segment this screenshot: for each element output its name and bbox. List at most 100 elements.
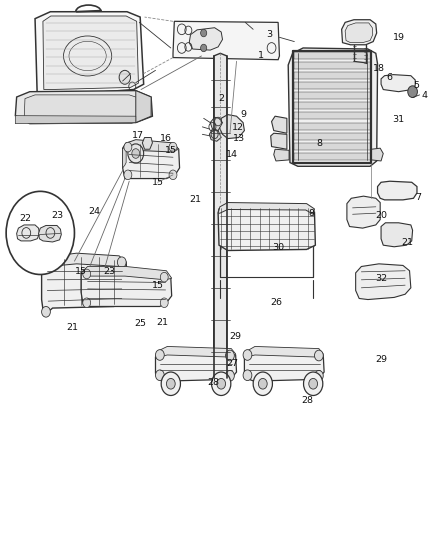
- Polygon shape: [125, 140, 179, 152]
- Text: 24: 24: [88, 207, 100, 216]
- Circle shape: [128, 144, 144, 163]
- Polygon shape: [219, 115, 244, 139]
- Text: 5: 5: [413, 81, 419, 90]
- Polygon shape: [24, 95, 143, 124]
- Polygon shape: [214, 53, 227, 381]
- Text: 9: 9: [240, 110, 246, 119]
- Text: 29: 29: [230, 333, 242, 341]
- Polygon shape: [294, 133, 371, 140]
- Circle shape: [119, 70, 131, 84]
- Text: 32: 32: [375, 274, 387, 283]
- Text: 18: 18: [373, 64, 385, 72]
- Polygon shape: [155, 349, 237, 381]
- Text: 19: 19: [392, 33, 405, 42]
- Circle shape: [155, 370, 164, 381]
- Text: 14: 14: [226, 150, 238, 159]
- Polygon shape: [81, 266, 172, 280]
- Polygon shape: [15, 116, 136, 124]
- Circle shape: [201, 44, 207, 52]
- Text: 28: 28: [301, 397, 314, 405]
- Polygon shape: [342, 20, 377, 45]
- Polygon shape: [294, 72, 371, 79]
- Polygon shape: [347, 196, 380, 228]
- Text: 2: 2: [218, 94, 224, 103]
- Polygon shape: [123, 141, 180, 179]
- Circle shape: [83, 298, 91, 308]
- Polygon shape: [271, 133, 287, 149]
- Polygon shape: [15, 91, 152, 124]
- Circle shape: [408, 86, 417, 98]
- Circle shape: [132, 149, 140, 158]
- Text: 15: 15: [165, 146, 177, 155]
- Circle shape: [201, 29, 207, 37]
- Polygon shape: [274, 149, 289, 161]
- Circle shape: [161, 372, 180, 395]
- Circle shape: [166, 378, 175, 389]
- Polygon shape: [136, 91, 151, 123]
- Circle shape: [117, 257, 126, 268]
- Polygon shape: [81, 268, 172, 306]
- Polygon shape: [294, 102, 371, 109]
- Text: 16: 16: [159, 134, 172, 143]
- Text: 21: 21: [401, 238, 413, 247]
- Polygon shape: [356, 264, 411, 300]
- Polygon shape: [35, 12, 144, 96]
- Polygon shape: [378, 181, 417, 200]
- Text: 20: 20: [375, 212, 387, 220]
- Circle shape: [309, 378, 318, 389]
- Polygon shape: [244, 349, 324, 381]
- Text: 15: 15: [152, 178, 164, 187]
- Polygon shape: [381, 75, 415, 92]
- Text: 1: 1: [258, 52, 264, 60]
- Circle shape: [124, 170, 132, 180]
- Polygon shape: [209, 129, 221, 141]
- Text: 7: 7: [415, 193, 421, 201]
- Polygon shape: [123, 144, 126, 168]
- Polygon shape: [294, 153, 371, 160]
- Circle shape: [258, 378, 267, 389]
- Circle shape: [42, 306, 50, 317]
- Polygon shape: [294, 143, 371, 150]
- Circle shape: [42, 257, 50, 268]
- Polygon shape: [210, 117, 223, 131]
- Text: 15: 15: [152, 281, 164, 289]
- Polygon shape: [381, 223, 413, 247]
- Text: 8: 8: [308, 209, 314, 217]
- Text: 4: 4: [422, 92, 428, 100]
- Text: 26: 26: [270, 298, 282, 307]
- Circle shape: [226, 350, 234, 361]
- Polygon shape: [288, 48, 378, 166]
- Polygon shape: [173, 21, 279, 60]
- Circle shape: [314, 350, 323, 361]
- Circle shape: [6, 191, 74, 274]
- Text: 31: 31: [392, 116, 405, 124]
- Circle shape: [217, 378, 226, 389]
- Circle shape: [354, 59, 364, 71]
- Circle shape: [314, 370, 323, 381]
- Polygon shape: [42, 253, 126, 266]
- Polygon shape: [42, 256, 128, 316]
- Polygon shape: [294, 62, 371, 69]
- Text: 8: 8: [317, 140, 323, 148]
- Text: 23: 23: [51, 212, 63, 220]
- Polygon shape: [244, 346, 323, 357]
- Text: 21: 21: [156, 318, 168, 327]
- Text: 30: 30: [272, 244, 284, 252]
- Polygon shape: [218, 203, 314, 214]
- Polygon shape: [39, 225, 61, 242]
- Text: 29: 29: [375, 356, 387, 364]
- Circle shape: [117, 296, 126, 306]
- Circle shape: [160, 298, 168, 308]
- Polygon shape: [294, 112, 371, 119]
- Polygon shape: [371, 148, 383, 161]
- Polygon shape: [17, 225, 39, 241]
- Text: 12: 12: [232, 124, 244, 132]
- Text: 28: 28: [208, 378, 220, 386]
- Text: 23: 23: [103, 268, 116, 276]
- Circle shape: [243, 350, 252, 360]
- Polygon shape: [294, 52, 371, 59]
- Polygon shape: [294, 123, 371, 130]
- Text: 13: 13: [233, 134, 245, 143]
- Text: 21: 21: [66, 324, 78, 332]
- Circle shape: [243, 370, 252, 381]
